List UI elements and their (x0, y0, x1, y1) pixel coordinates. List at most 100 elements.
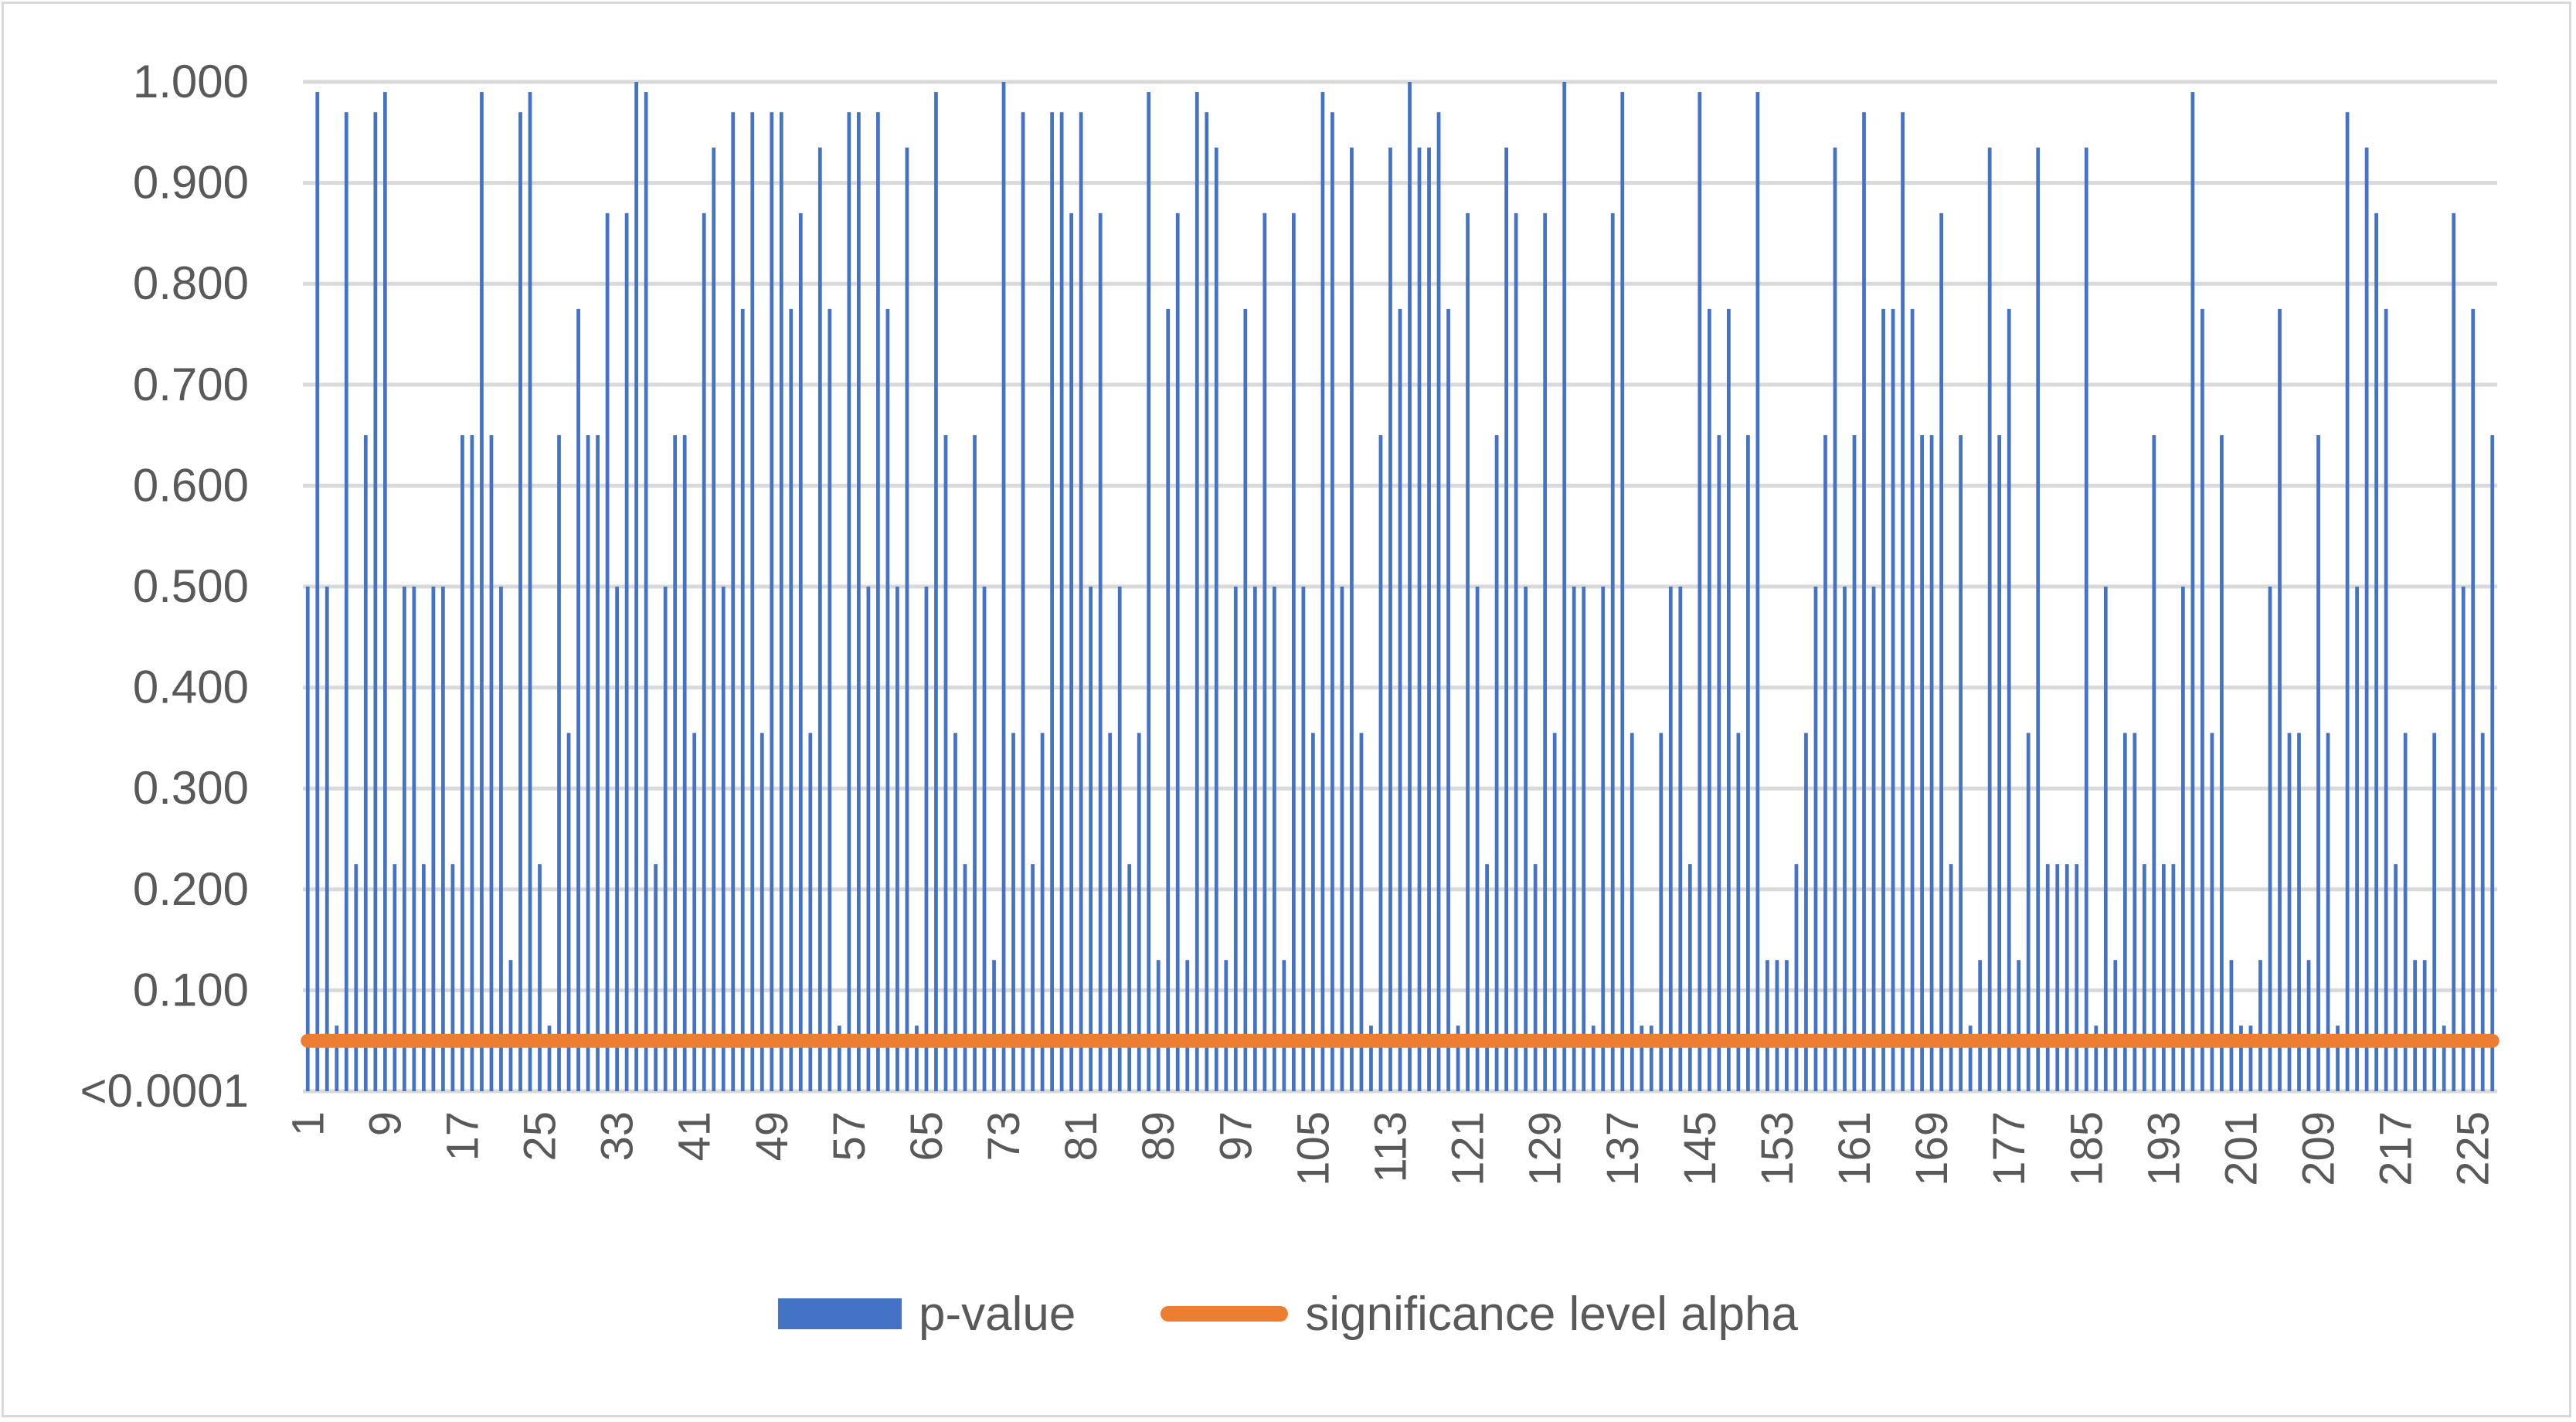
p-value-bar (789, 308, 794, 1092)
p-value-bar (2336, 1026, 2340, 1091)
legend-item-alpha[interactable]: significance level alpha (1161, 1287, 1798, 1342)
p-value-bar (1340, 587, 1344, 1091)
p-value-bar (634, 82, 638, 1091)
x-tick-label: 225 (2449, 1111, 2499, 1186)
p-value-bar (1127, 864, 1132, 1091)
p-value-bar (1059, 112, 1064, 1092)
p-value-bar (1610, 213, 1615, 1091)
p-value-bar (1582, 587, 1586, 1091)
p-value-bar (499, 587, 503, 1091)
y-tick-label: 0.300 (133, 762, 249, 814)
p-value-bar (2036, 147, 2041, 1091)
y-tick-label: 0.700 (133, 359, 249, 410)
p-value-bar (344, 112, 348, 1092)
p-value-bar (1079, 112, 1083, 1092)
p-value-bar (615, 587, 619, 1091)
p-value-bar (596, 435, 600, 1091)
p-value-bar (2113, 960, 2118, 1091)
p-value-bar (1640, 1026, 1644, 1091)
p-value-bar (2306, 960, 2311, 1091)
p-value-bar (470, 435, 474, 1091)
p-value-bar (1775, 960, 1779, 1091)
p-value-bar (547, 1026, 552, 1091)
p-value-bar (1871, 587, 1876, 1091)
x-tick-label: 1 (283, 1111, 333, 1136)
p-value-bar (2374, 213, 2378, 1091)
legend: p-value significance level alpha (0, 1287, 2576, 1341)
p-value-bar (1649, 1026, 1653, 1091)
p-value-bar (460, 435, 464, 1091)
p-value-bar (335, 1026, 339, 1091)
x-tick-label: 121 (1443, 1111, 1494, 1186)
p-value-bar (692, 733, 697, 1091)
p-value-bar (2258, 960, 2262, 1091)
p-value-bar (1939, 213, 1943, 1091)
p-value-bar (2122, 733, 2127, 1091)
p-value-bar (1330, 112, 1334, 1092)
p-value-bar (837, 1026, 841, 1091)
p-value-bar (2413, 960, 2418, 1091)
x-tick-label: 105 (1288, 1111, 1338, 1186)
p-value-bar (1475, 587, 1480, 1091)
p-value-bar (1436, 112, 1441, 1092)
p-value-bar (2065, 864, 2069, 1091)
legend-item-p-value[interactable]: p-value (778, 1287, 1076, 1342)
p-value-bar (431, 587, 436, 1091)
p-value-bar (1263, 213, 1267, 1091)
p-value-bar (382, 92, 387, 1091)
legend-label-alpha: significance level alpha (1305, 1287, 1798, 1341)
p-value-bar (1862, 112, 1866, 1092)
p-value-bar (2471, 308, 2476, 1092)
p-value-bar (1031, 864, 1035, 1091)
p-value-bar (605, 213, 610, 1091)
p-value-bar (682, 435, 687, 1091)
p-value-bar (2133, 733, 2137, 1091)
p-value-bar (1195, 92, 1199, 1091)
p-value-bar (1601, 587, 1606, 1091)
p-value-bar (992, 960, 996, 1091)
p-value-bar (305, 587, 310, 1091)
p-value-bar (393, 864, 397, 1091)
p-value-bar (1320, 92, 1325, 1091)
p-value-bar (1910, 308, 1915, 1092)
p-value-bar (1987, 147, 1992, 1091)
x-tick-label: 73 (979, 1111, 1029, 1162)
p-value-bar (2442, 1026, 2446, 1091)
p-value-bar (1040, 733, 1045, 1091)
p-value-bar (557, 435, 561, 1091)
p-value-bar (2200, 308, 2204, 1092)
p-value-bar (2490, 435, 2495, 1091)
p-value-bar (1466, 213, 1470, 1091)
x-tick-label: 169 (1907, 1111, 1957, 1186)
p-value-bar (1252, 587, 1257, 1091)
p-value-bar (2278, 308, 2282, 1092)
p-value-bar (1968, 1026, 1973, 1091)
p-value-bar (1794, 864, 1799, 1091)
p-value-bar (2171, 864, 2176, 1091)
p-value-bar (489, 435, 494, 1091)
p-value-bar (1427, 147, 1431, 1091)
p-value-bar (673, 435, 678, 1091)
p-value-bar (1823, 435, 1827, 1091)
p-value-bar (953, 733, 957, 1091)
p-value-bar (1504, 147, 1508, 1091)
x-tick-label: 17 (437, 1111, 488, 1162)
p-value-bar (943, 435, 948, 1091)
p-value-bar (740, 308, 745, 1092)
p-value-bar (2084, 147, 2088, 1091)
p-value-bar (2394, 864, 2398, 1091)
x-tick-label: 57 (824, 1111, 875, 1162)
p-value-bar (1785, 960, 1789, 1091)
x-tick-label: 97 (1211, 1111, 1261, 1162)
p-value-bar (2287, 733, 2292, 1091)
p-value-bar (2094, 1026, 2099, 1091)
p-value-bar (1233, 587, 1238, 1091)
x-tick-label: 25 (515, 1111, 566, 1162)
p-value-bar (422, 864, 426, 1091)
p-value-bar (1282, 960, 1286, 1091)
p-value-bar (624, 213, 629, 1091)
p-value-bar (915, 1026, 919, 1091)
p-value-bar (1292, 213, 1296, 1091)
x-tick-label: 201 (2216, 1111, 2266, 1186)
